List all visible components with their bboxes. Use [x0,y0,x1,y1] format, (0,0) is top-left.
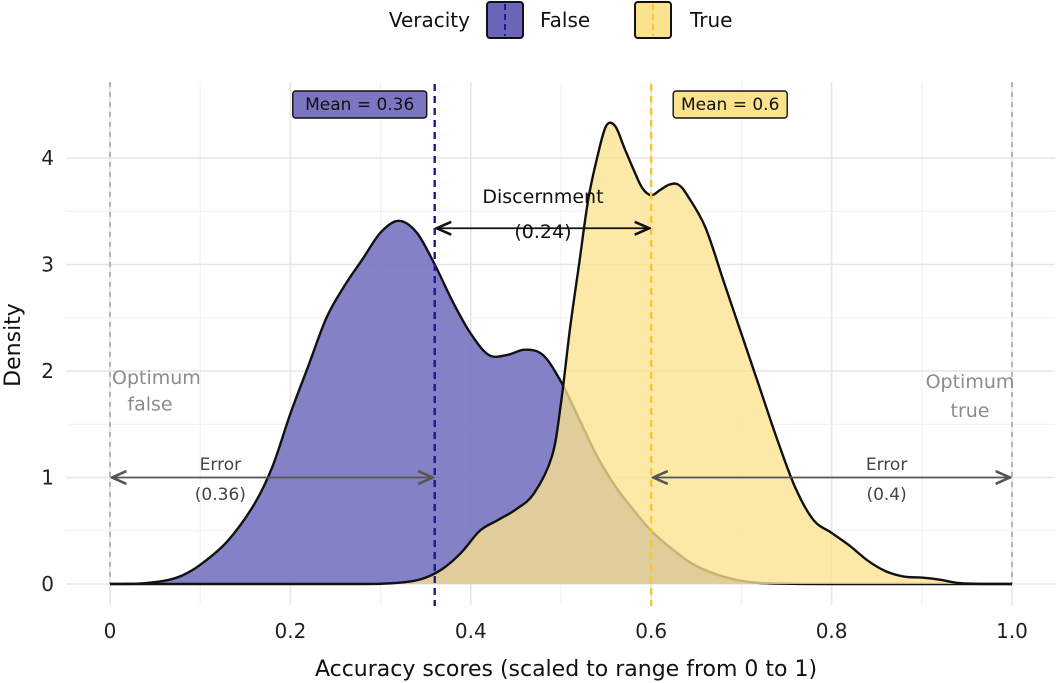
annotations: Discernment (0.24) Error (0.36) Error (0.4) [112,186,1010,505]
y-tick-label-1: 1 [41,466,54,490]
x-tick-label-2: 0.4 [455,619,487,643]
discernment-value: (0.24) [514,221,571,243]
mean-label-box-true [672,90,788,119]
error-true-value: (0.4) [866,485,906,505]
x-tick-label-1: 0.2 [274,619,306,643]
axis-ticks: 0 0.2 0.4 0.6 0.8 1.0 0 1 2 3 4 [41,146,1028,643]
y-tick-label-3: 3 [41,253,54,277]
mean-lines: Mean = 0.36 Mean = 0.6 [292,84,788,606]
legend-label-true: True [689,8,732,32]
error-true-label: Error [866,455,907,475]
y-axis-title: Density [1,303,26,387]
discernment-label: Discernment [482,186,603,208]
y-tick-label-0: 0 [41,572,54,596]
x-tick-label-5: 1.0 [996,619,1028,643]
optimum-true-label-line1: Optimum [926,371,1015,393]
density-areas [109,121,1013,586]
x-tick-label-3: 0.6 [635,619,667,643]
optimum-false-label-line2: false [127,393,172,415]
x-tick-label-4: 0.8 [816,619,848,643]
legend: Veracity False True [389,1,732,39]
optimum-true-label-line2: true [951,400,990,422]
y-tick-label-2: 2 [41,359,54,383]
density-curve-true [110,121,1013,586]
error-false-label: Error [200,455,241,475]
optimum-lines: Optimum false Optimum true [109,82,1015,584]
mean-label-false: Mean = 0.36 [305,95,414,115]
x-tick-label-0: 0 [104,619,117,643]
legend-label-false: False [540,8,590,32]
x-axis-title: Accuracy scores (scaled to range from 0 … [315,657,817,682]
optimum-false-label-line1: Optimum [112,367,201,389]
mean-label-true: Mean = 0.6 [681,95,779,115]
y-tick-label-4: 4 [41,146,54,170]
mean-label-box-false [292,90,428,119]
legend-title: Veracity [389,8,470,32]
error-false-value: (0.36) [195,485,246,505]
